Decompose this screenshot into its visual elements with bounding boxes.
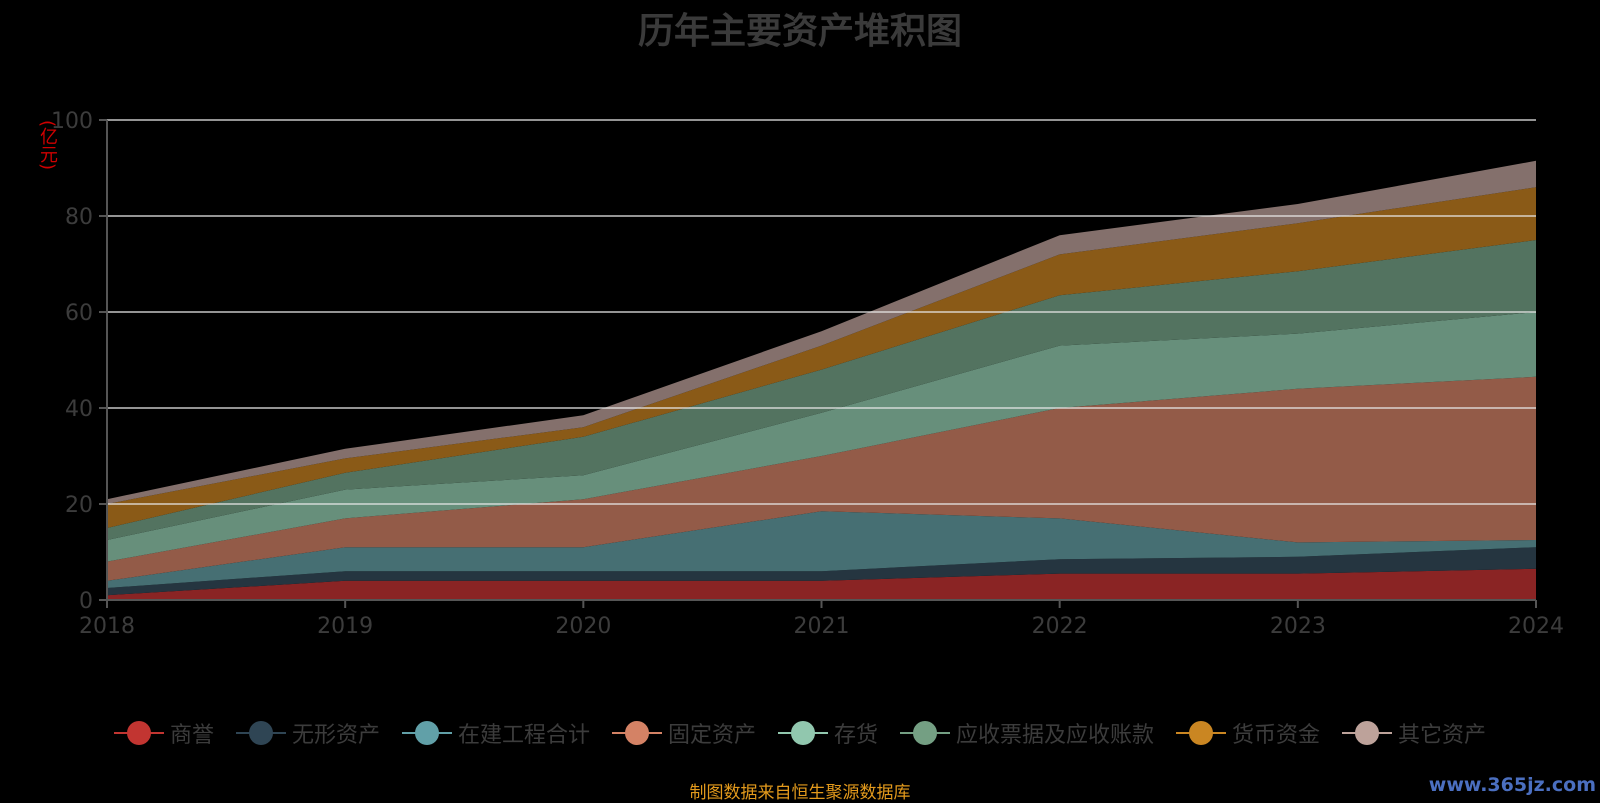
legend-label: 存货 — [834, 723, 879, 748]
x-tick-label: 2021 — [794, 614, 850, 639]
legend-label: 商誉 — [169, 723, 214, 748]
legend-item[interactable]: 货币资金 — [1176, 717, 1320, 749]
axes: 0 20 40 60 80 100 2018 2019 2020 2021 2022 2023 2024 — [51, 109, 1564, 639]
legend-marker-icon — [778, 720, 828, 746]
legend-item[interactable]: 其它资产 — [1342, 717, 1486, 749]
legend: 商誉 无形资产 在建工程合计 固定资产 存货 应收票据及应收账款 货币资金 其它资产 — [0, 713, 1600, 753]
legend-item[interactable]: 固定资产 — [611, 717, 756, 749]
x-tick-label: 2020 — [555, 614, 611, 639]
legend-item[interactable]: 商誉 — [113, 717, 214, 749]
grid-lines — [107, 119, 1536, 505]
legend-item[interactable]: 无形资产 — [235, 717, 380, 749]
area-series-6 — [107, 187, 1536, 528]
legend-label: 应收票据及应收账款 — [956, 723, 1155, 748]
legend-item[interactable]: 存货 — [778, 717, 878, 749]
y-tick-label: 100 — [51, 109, 93, 134]
legend-item[interactable]: 应收票据及应收账款 — [900, 717, 1154, 749]
x-tick-label: 2022 — [1032, 614, 1088, 639]
watermark: www.365jz.com — [1428, 774, 1596, 796]
y-tick-label: 0 — [79, 589, 93, 614]
legend-label: 固定资产 — [667, 723, 756, 748]
legend-marker-icon — [611, 720, 662, 746]
legend-marker-icon — [900, 720, 951, 746]
area-series-0 — [107, 568, 1536, 600]
legend-marker-icon — [401, 720, 452, 746]
legend-label: 在建工程合计 — [457, 723, 590, 748]
area-series-3 — [107, 376, 1536, 581]
legend-marker-icon — [113, 720, 164, 746]
x-tick-label: 2018 — [79, 614, 135, 639]
x-tick-label: 2019 — [317, 614, 373, 639]
chart-title: 历年主要资产堆积图 — [637, 11, 962, 52]
legend-marker-icon — [235, 720, 286, 746]
legend-label: 无形资产 — [291, 723, 380, 748]
source-note: 制图数据来自恒生聚源数据库 — [689, 783, 911, 803]
area-series-group — [107, 160, 1536, 600]
y-axis-unit-label: (亿元) — [37, 120, 58, 171]
y-tick-label: 40 — [65, 397, 93, 422]
y-tick-label: 20 — [65, 493, 93, 518]
y-tick-label: 80 — [65, 205, 93, 230]
x-tick-label: 2023 — [1270, 614, 1326, 639]
x-tick-label: 2024 — [1508, 614, 1564, 639]
legend-label: 其它资产 — [1398, 723, 1487, 748]
y-tick-label: 60 — [65, 301, 93, 326]
legend-marker-icon — [1342, 720, 1393, 746]
legend-marker-icon — [1176, 720, 1227, 746]
legend-item[interactable]: 在建工程合计 — [401, 717, 590, 749]
area-series-5 — [107, 240, 1536, 540]
area-series-7 — [107, 160, 1536, 505]
area-series-4 — [107, 312, 1536, 562]
stacked-area-chart: 0 20 40 60 80 100 2018 2019 2020 2021 2022 2023 2024 — [51, 109, 1564, 639]
legend-label: 货币资金 — [1232, 723, 1321, 748]
